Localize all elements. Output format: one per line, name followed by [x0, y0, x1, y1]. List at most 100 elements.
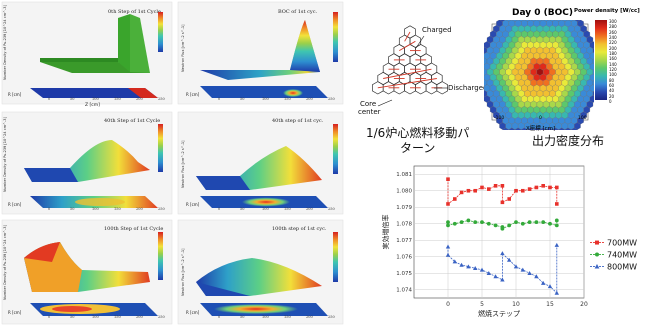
r-axis-label: R [cm] — [8, 202, 22, 207]
panel-x-tick: 250 — [328, 315, 335, 319]
panel-x-tick: 250 — [158, 97, 165, 101]
power-density-map: Day 0 (BOC) Power density [W/cc] 300 280 2… — [484, 6, 648, 156]
charged-label: Charged — [422, 26, 452, 34]
panel-x-tick: 250 — [158, 315, 165, 319]
panel-x-tick: 250 — [328, 207, 335, 211]
y-tick-label: 1.075 — [396, 271, 412, 277]
power-hex-cell — [592, 80, 594, 86]
legend-marker — [594, 264, 600, 269]
series-line-800MW — [447, 245, 558, 294]
panel-x-tick: 200 — [136, 97, 143, 101]
data-point — [541, 184, 545, 188]
panel-title: 0th Step of 1st Cycle — [108, 9, 161, 15]
panel-x-tick: 0 — [48, 207, 50, 211]
power-map-xtick-1: 0 — [539, 116, 542, 121]
data-point — [520, 221, 525, 226]
panel-x-tick: 50 — [70, 97, 74, 101]
keff-chart-svg: 1.074 1.075 1.076 1.077 1.078 1.079 1.080 1.081… — [381, 165, 637, 318]
x-tick-label: 5 — [480, 301, 484, 308]
data-point — [473, 220, 478, 224]
data-point — [548, 221, 552, 226]
data-point — [466, 218, 471, 223]
y-tick-label: 1.080 — [396, 189, 412, 195]
data-point — [527, 220, 532, 224]
panel-pu239-step100: 100th Step of 1st Cycle Number Density o… — [1, 219, 173, 325]
data-point — [547, 284, 553, 289]
keff-chart: 1.074 1.075 1.076 1.077 1.078 1.079 1.080 1.081… — [380, 160, 642, 322]
power-cb-tick: 240 — [609, 35, 617, 40]
data-point — [459, 220, 464, 224]
power-cb-tick: 80 — [609, 77, 615, 83]
z-axis-label: Number Density of Pu-239 [10^24 cm^-3] — [3, 5, 7, 80]
data-point — [555, 185, 559, 190]
panel-x-tick: 100 — [262, 97, 269, 101]
data-point — [534, 185, 539, 190]
power-hex-cell — [592, 69, 594, 75]
legend-label: 700MW — [607, 239, 637, 248]
data-point — [520, 267, 525, 272]
data-point — [500, 200, 505, 205]
colorbar — [158, 232, 163, 280]
power-cb-tick: 280 — [609, 24, 617, 30]
panel-x-tick: 50 — [240, 207, 244, 211]
data-point — [500, 184, 505, 188]
y-tick-label: 1.078 — [396, 222, 412, 228]
power-cb-tick: 180 — [609, 51, 617, 56]
panel-title: 100th step of 1st cyc. — [272, 226, 327, 232]
shuffle-path — [377, 78, 437, 89]
legend-label: 800MW — [607, 263, 637, 272]
power-hex-cell — [589, 41, 594, 49]
data-point — [480, 185, 484, 190]
z-axis-label: Neutron Flux [cm^-2 s^-1] — [181, 140, 185, 188]
power-cb-tick: 60 — [609, 83, 615, 88]
y-tick-label: 1.076 — [396, 255, 412, 261]
data-point — [452, 259, 457, 264]
data-point — [521, 188, 525, 193]
panel-pu239-step40: 40th Step of 1st Cycle Number Density of… — [1, 111, 173, 215]
panel-x-tick: 250 — [328, 97, 335, 101]
data-point — [507, 223, 512, 228]
panel-x-tick: 50 — [70, 207, 74, 211]
data-point — [548, 185, 552, 190]
colorbar — [158, 124, 163, 172]
y-tick-label: 1.077 — [396, 238, 412, 244]
r-axis-label: R [cm] — [186, 92, 200, 97]
y-tick-label: 1.074 — [396, 288, 412, 294]
panel-title: 40th step of 1st cyc. — [272, 118, 324, 124]
power-hex-cell — [530, 20, 537, 22]
caption-line-1: 1/6炉心燃料移動パ — [366, 126, 470, 140]
data-point — [493, 184, 498, 188]
panel-x-tick: 150 — [114, 97, 121, 101]
panel-title: BOC of 1st cyc. — [278, 9, 318, 15]
data-point — [445, 252, 451, 257]
x-tick-label: 20 — [580, 301, 588, 308]
power-map-cb-title: Power density [W/cc] — [574, 8, 640, 14]
shuffle-path — [404, 31, 411, 42]
panel-flux-boc: BOC of 1st cyc. Neutron Flux [cm^-2 s^-1… — [177, 1, 344, 105]
panel-x-tick: 0 — [48, 315, 50, 319]
power-cb-tick: 20 — [609, 93, 615, 99]
data-point — [554, 242, 559, 247]
power-map-xtick-0: -100 — [494, 116, 505, 121]
legend-label: 740MW — [607, 251, 637, 260]
z-axis-label: Neutron Flux [cm^-2 s^-1] — [181, 24, 185, 72]
panel-x-tick: 0 — [48, 97, 50, 101]
data-point — [534, 274, 539, 279]
data-point — [452, 221, 457, 226]
data-point — [541, 280, 546, 285]
data-point — [473, 188, 477, 193]
fuel-triangle-diagram — [372, 25, 448, 107]
power-hex-cell — [561, 20, 568, 22]
core-center-label-2: center — [358, 108, 381, 116]
power-hex-cell — [505, 20, 512, 22]
power-hex-cell — [499, 20, 506, 22]
panel-pu239-step0: 0th Step of 1st Cycle Number Density of … — [1, 1, 173, 108]
data-point — [493, 223, 498, 228]
power-cb-tick: 300 — [609, 19, 617, 24]
z-axis-label: Number Density of Pu-239 [10^24 cm^-3] — [3, 225, 7, 300]
panel-x-tick: 100 — [92, 315, 99, 319]
power-hex-cell — [524, 20, 531, 22]
data-point — [514, 220, 518, 224]
power-map-plot — [484, 20, 594, 130]
data-point — [459, 190, 464, 195]
